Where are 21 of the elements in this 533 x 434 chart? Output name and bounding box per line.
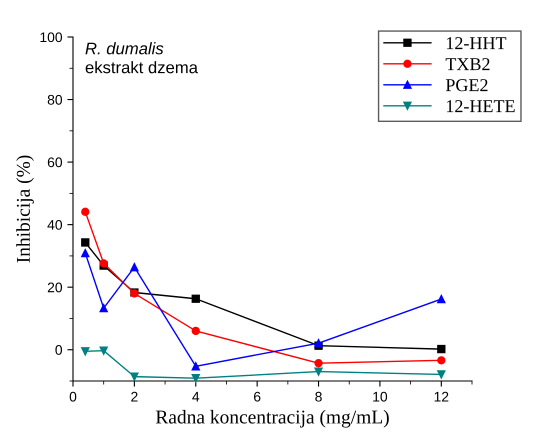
legend-label: PGE2 <box>446 79 488 92</box>
y-tick-label: 0 <box>55 345 62 355</box>
x-tick-label: 10 <box>373 392 388 402</box>
y-axis-title: Inhibicija (%) <box>16 156 34 263</box>
legend-label: TXB2 <box>446 58 490 70</box>
x-tick-label: 0 <box>70 392 76 402</box>
text: ekstrakt dzema <box>86 61 198 74</box>
x-tick-label: 6 <box>254 392 260 402</box>
x-tick-label: 2 <box>131 392 138 402</box>
x-tick-label: 4 <box>192 392 200 402</box>
y-tick-label: 80 <box>48 94 62 105</box>
y-tick-label: 20 <box>48 282 62 292</box>
x-axis-title: Radna koncentracija (mg/mL) <box>156 410 389 428</box>
legend-label: 12-HETE <box>446 100 515 112</box>
chart-title: R. dumalis <box>85 42 164 54</box>
y-tick-label: 100 <box>40 32 62 42</box>
y-tick-label: 40 <box>47 220 62 230</box>
y-tick-label: 60 <box>48 157 62 168</box>
legend-label: 12-HHT <box>446 37 506 50</box>
x-tick-label: 12 <box>434 392 448 402</box>
x-tick-label: 8 <box>315 392 322 402</box>
